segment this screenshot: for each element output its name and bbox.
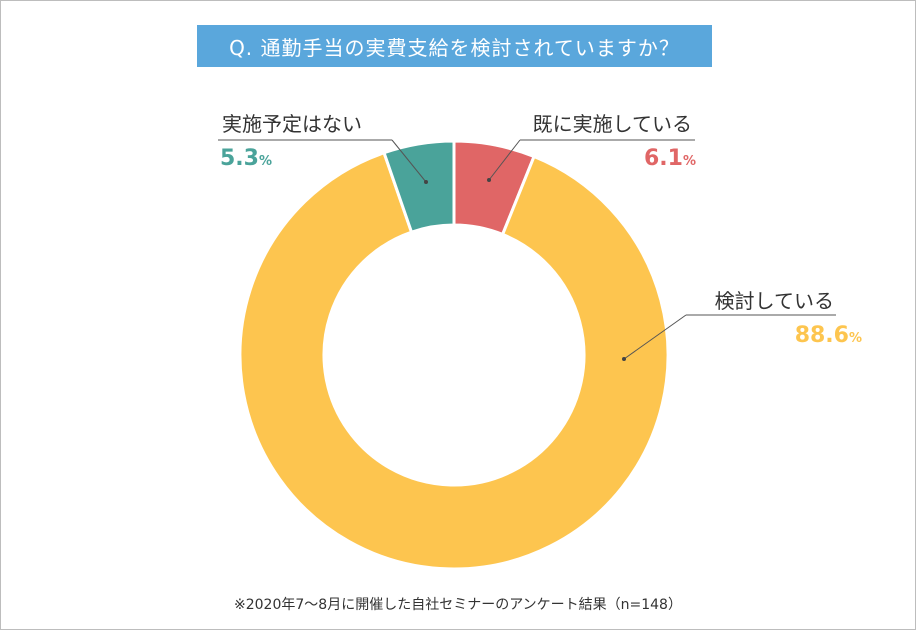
- slice-value-1: 6.1%: [644, 146, 696, 171]
- slice-2: [238, 150, 670, 571]
- slice-label-3: 実施予定はない: [222, 112, 362, 136]
- slice-value-2: 88.6%: [795, 323, 862, 348]
- leader-dot-1: [487, 178, 491, 182]
- slice-label-2: 検討している: [715, 289, 834, 313]
- slice-label-1: 既に実施している: [533, 112, 692, 136]
- leader-line-2: [623, 314, 687, 360]
- leader-dot-3: [424, 180, 428, 184]
- footnote: ※2020年7〜8月に開催した自社セミナーのアンケート結果（n=148）: [234, 597, 682, 613]
- slice-value-3: 5.3%: [220, 146, 272, 171]
- chart-title-text: Q. 通勤手当の実費支給を検討されていますか？: [229, 35, 680, 60]
- leader-line-3: [391, 139, 427, 183]
- leader-line-1: [488, 139, 521, 181]
- chart-title: Q. 通勤手当の実費支給を検討されていますか？: [197, 25, 712, 67]
- leader-dot-2: [622, 357, 626, 361]
- slice-3: [382, 139, 456, 235]
